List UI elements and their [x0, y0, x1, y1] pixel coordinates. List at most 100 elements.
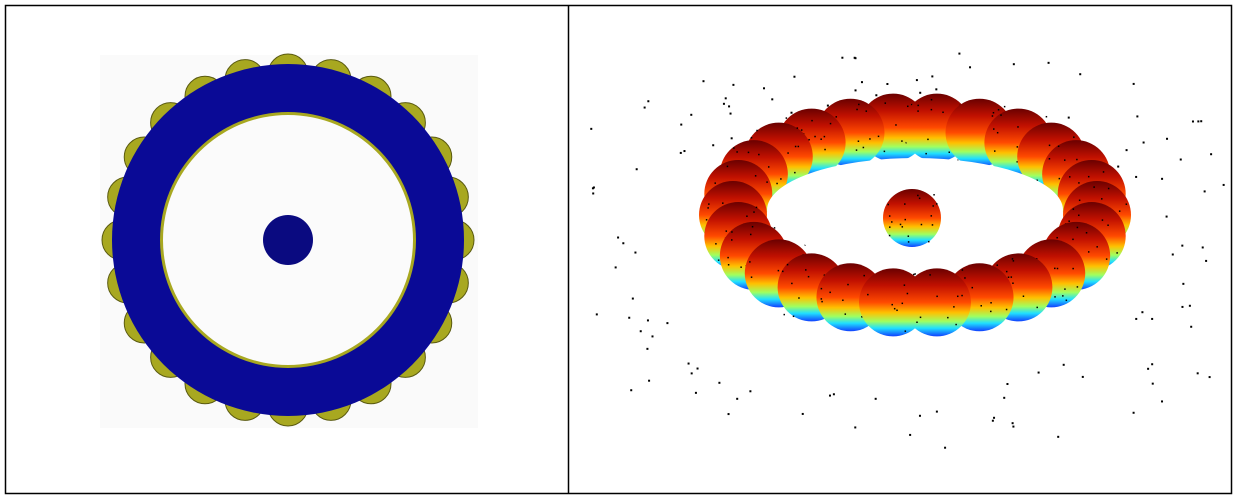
mesh-dot — [917, 195, 919, 197]
mesh-dot — [1058, 146, 1060, 148]
mesh-dot — [994, 150, 996, 152]
scatter-dot — [1057, 436, 1059, 438]
mesh-dot — [895, 124, 897, 126]
scatter-dot — [1126, 149, 1128, 151]
scatter-dot — [647, 100, 649, 102]
mesh-dot — [798, 297, 800, 299]
scatter-dot — [1200, 120, 1202, 122]
mesh-dot — [891, 221, 893, 223]
mesh-dot — [731, 239, 733, 241]
mesh-dot — [904, 203, 906, 205]
scatter-dot — [647, 319, 649, 321]
scatter-dot — [1223, 184, 1225, 186]
scatter-dot — [1068, 117, 1070, 119]
mesh-dot — [908, 235, 910, 237]
mesh-dot — [953, 306, 955, 308]
mesh-dot — [1006, 271, 1008, 273]
mesh-dot — [900, 224, 902, 226]
scatter-dot — [763, 87, 765, 89]
mesh-dot — [753, 211, 755, 213]
scatter-dot — [1189, 305, 1191, 307]
mesh-dot — [889, 226, 891, 228]
mesh-dot — [756, 130, 758, 132]
mesh-dot — [791, 283, 793, 285]
mesh-dot — [727, 257, 729, 259]
mesh-dot — [1054, 268, 1056, 270]
mesh-dot — [889, 215, 891, 217]
scatter-dot — [1161, 400, 1163, 402]
mesh-dot — [1119, 210, 1121, 212]
scatter-dot — [1190, 326, 1192, 328]
mesh-dot — [907, 106, 909, 108]
mesh-dot — [748, 152, 750, 154]
mesh-dot — [766, 181, 768, 183]
mesh-dot — [928, 241, 930, 243]
mesh-dot — [1012, 282, 1014, 284]
page — [0, 0, 1238, 495]
mesh-dot — [814, 136, 816, 138]
mesh-dot — [1107, 224, 1109, 226]
scatter-dot — [646, 348, 648, 350]
mesh-dot — [836, 116, 838, 118]
scatter-dot — [1082, 376, 1084, 378]
mesh-dot — [820, 138, 822, 140]
mesh-dot — [736, 151, 738, 153]
mesh-dot — [869, 138, 871, 140]
scatter-dot — [736, 398, 738, 400]
mesh-dot — [1076, 159, 1078, 161]
mesh-dot — [863, 147, 865, 149]
mesh-dot — [707, 207, 709, 209]
mesh-dot — [1062, 295, 1064, 297]
mesh-dot — [808, 276, 810, 278]
mesh-dot — [749, 261, 751, 263]
scatter-dot — [1192, 120, 1194, 122]
mesh-dot — [758, 154, 760, 156]
scatter-dot — [935, 88, 937, 90]
mesh-dot — [856, 109, 858, 111]
mesh-dot — [821, 301, 823, 303]
mesh-dot — [1116, 252, 1118, 254]
mesh-dot — [1017, 126, 1019, 128]
mesh-dot — [997, 132, 999, 134]
mesh-dot — [885, 102, 887, 104]
scatter-dot — [596, 313, 598, 315]
scatter-dot — [640, 330, 642, 332]
mesh-dot — [942, 112, 944, 114]
mesh-dot — [808, 139, 810, 141]
scatter-dot — [1152, 383, 1154, 385]
mesh-dot — [783, 314, 785, 316]
center-dot — [263, 215, 313, 265]
mesh-dot — [1093, 186, 1095, 188]
scatter-dot — [1151, 363, 1153, 365]
mesh-dot — [936, 203, 938, 205]
scatter-dot — [702, 80, 704, 82]
scatter-dot — [636, 168, 638, 170]
scatter-dot — [1136, 115, 1138, 117]
scatter-dot — [993, 417, 995, 419]
mesh-dot — [1017, 146, 1019, 148]
mesh-dot — [786, 117, 788, 119]
mesh-dot — [755, 175, 757, 177]
scatter-dot — [622, 242, 624, 244]
mesh-dot — [798, 146, 800, 148]
mesh-dot — [949, 152, 951, 154]
ring-image — [102, 54, 474, 426]
scatter-dot — [919, 415, 921, 417]
mesh-dot — [1004, 106, 1006, 108]
mesh-dot — [728, 264, 730, 266]
mesh-dot — [916, 322, 918, 324]
mesh-dot — [993, 128, 995, 130]
mesh-dot — [856, 149, 858, 151]
mesh-dot — [811, 120, 813, 122]
mesh-dot — [932, 224, 934, 226]
mesh-dot — [726, 230, 728, 232]
mesh-dot — [1088, 251, 1090, 253]
mesh-dot — [706, 219, 708, 221]
scatter-dot — [718, 382, 720, 384]
mesh-dot — [715, 243, 717, 245]
mesh-dot — [947, 317, 949, 319]
scatter-dot — [875, 94, 877, 96]
torus-bead — [859, 268, 927, 336]
mesh-dot — [1064, 288, 1066, 290]
mesh-dot — [1008, 276, 1010, 278]
